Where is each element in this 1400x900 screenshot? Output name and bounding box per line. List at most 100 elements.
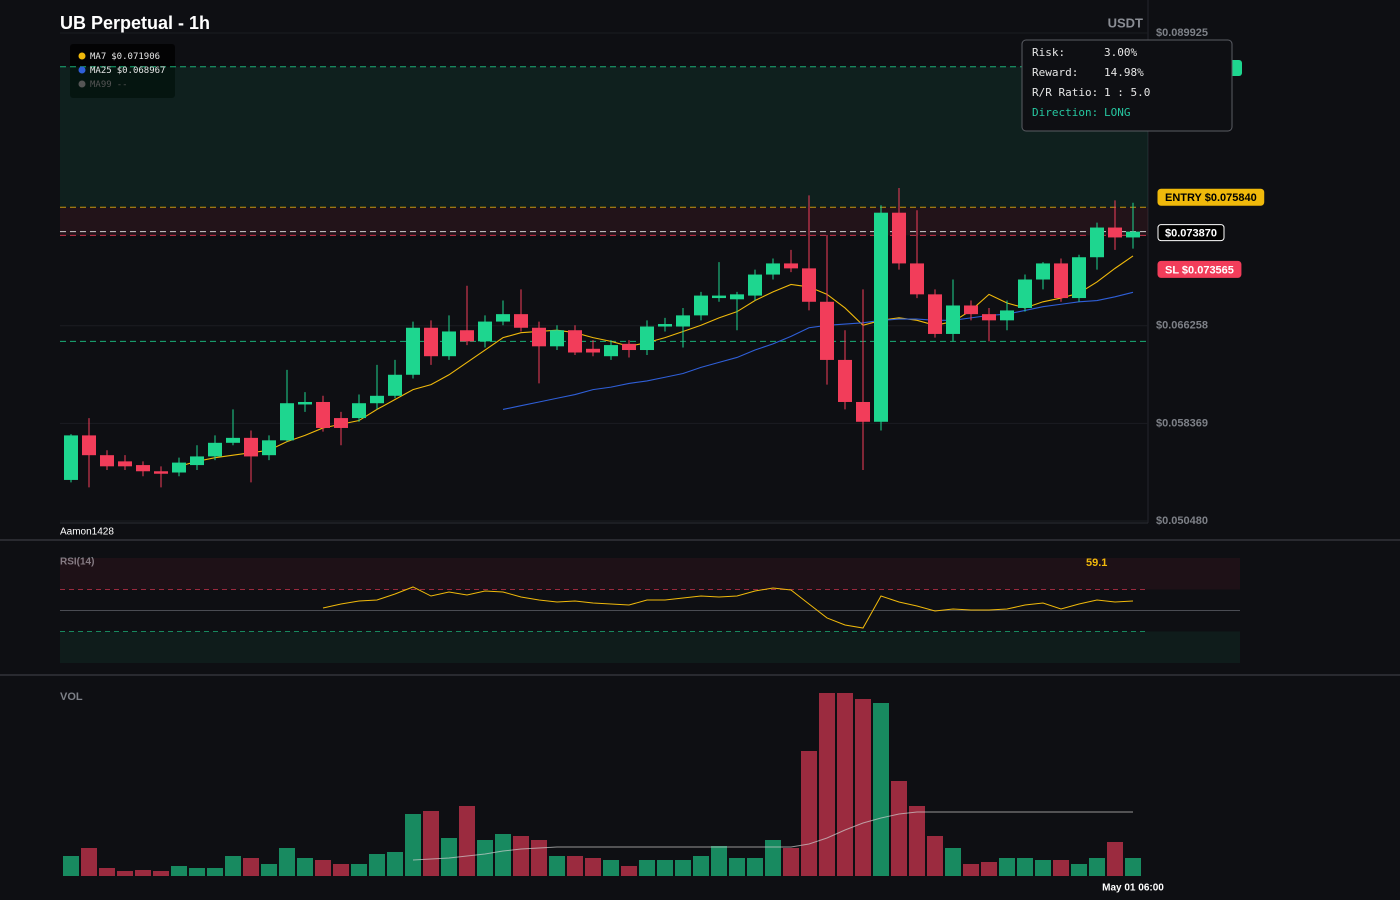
candle-body bbox=[838, 359, 852, 402]
volume-bar bbox=[765, 840, 781, 876]
candle-body bbox=[334, 418, 348, 428]
rsi-title: RSI(14) bbox=[60, 557, 94, 568]
legend-dot bbox=[78, 80, 86, 88]
volume-bar bbox=[747, 858, 763, 876]
candle-body bbox=[370, 395, 384, 404]
candle-body bbox=[550, 330, 564, 347]
volume-bar bbox=[225, 856, 241, 876]
candle-body bbox=[190, 456, 204, 466]
legend-value: -- bbox=[117, 80, 128, 90]
stop-loss-zone bbox=[60, 207, 1148, 236]
candle-body bbox=[532, 327, 546, 347]
candle-body bbox=[712, 295, 726, 299]
volume-bar bbox=[585, 858, 601, 876]
volume-bar bbox=[837, 693, 853, 876]
chart-title: UB Perpetual - 1h bbox=[60, 13, 210, 33]
ma-legend-box bbox=[70, 44, 175, 98]
volume-bar bbox=[603, 860, 619, 876]
candle-body bbox=[262, 440, 276, 456]
legend-dot bbox=[78, 52, 86, 60]
legend-entry: MA99 -- bbox=[90, 80, 128, 90]
candle-body bbox=[874, 212, 888, 422]
volume-bar bbox=[1089, 858, 1105, 876]
candle-body bbox=[226, 437, 240, 443]
candle-body bbox=[208, 442, 222, 457]
volume-bar bbox=[495, 834, 511, 876]
volume-ma-line bbox=[412, 811, 1133, 861]
volume-bar bbox=[675, 860, 691, 876]
volume-bar bbox=[981, 862, 997, 876]
volume-bar bbox=[135, 870, 151, 876]
take-profit-zone bbox=[60, 66, 1148, 208]
volume-bar bbox=[531, 840, 547, 876]
volume-bar bbox=[369, 854, 385, 876]
volume-bar bbox=[459, 806, 475, 876]
volume-bar bbox=[81, 848, 97, 876]
volume-bar bbox=[1125, 858, 1141, 876]
candle-body bbox=[172, 462, 186, 473]
price-tag bbox=[1157, 224, 1225, 242]
volume-bar bbox=[333, 864, 349, 876]
rsi-oversold-zone bbox=[60, 631, 1240, 663]
volume-bar bbox=[909, 806, 925, 876]
candle-body bbox=[460, 330, 474, 342]
candle-body bbox=[964, 305, 978, 315]
candle-body bbox=[1036, 263, 1050, 280]
candle-body bbox=[478, 321, 492, 342]
candle-body bbox=[316, 401, 330, 428]
tooltip-label: R/R Ratio: bbox=[1032, 86, 1098, 99]
volume-bar bbox=[693, 856, 709, 876]
price-tag-label: $0.073870 bbox=[1165, 228, 1217, 240]
volume-bar bbox=[477, 840, 493, 876]
candle-body bbox=[118, 461, 132, 467]
volume-bar bbox=[261, 864, 277, 876]
candle-body bbox=[568, 330, 582, 353]
candle-body bbox=[154, 471, 168, 474]
candle-body bbox=[658, 324, 672, 327]
candle-body bbox=[1072, 257, 1086, 299]
plot-layer: $0.050480 $0.058369 $0.066258 $0.089925 ENTR… bbox=[60, 27, 1265, 894]
overlay-layer: MA7 $0.071906 MA25 $0.068967 MA99 -- Risk: 3.00… bbox=[78, 39, 1233, 132]
candle-body bbox=[910, 263, 924, 295]
legend-dot bbox=[78, 66, 86, 74]
y-tick-label: $0.058369 bbox=[1156, 417, 1208, 429]
volume-bar bbox=[891, 781, 907, 876]
candle-body bbox=[928, 294, 942, 334]
rsi-overbought-zone bbox=[60, 558, 1240, 590]
legend-entry: MA25 $0.068967 bbox=[90, 66, 165, 76]
candle-body bbox=[298, 401, 312, 405]
tooltip-label: Reward: bbox=[1032, 66, 1078, 79]
price-tag-label: SL $0.073565 bbox=[1165, 264, 1234, 276]
legend-value: $0.068967 bbox=[117, 66, 166, 76]
volume-bar bbox=[1107, 842, 1123, 876]
candle-body bbox=[784, 263, 798, 269]
candle-body bbox=[442, 331, 456, 357]
volume-bar bbox=[441, 838, 457, 876]
volume-bar bbox=[351, 864, 367, 876]
volume-bar bbox=[63, 856, 79, 876]
candle-body bbox=[856, 401, 870, 422]
volume-bar bbox=[639, 860, 655, 876]
volume-bar bbox=[873, 703, 889, 876]
candle-body bbox=[352, 403, 366, 419]
candle-body bbox=[730, 294, 744, 300]
volume-bar bbox=[207, 868, 223, 876]
rsi-value-label: 59.1 bbox=[1086, 557, 1107, 569]
candle-body bbox=[280, 403, 294, 441]
candle-body bbox=[244, 437, 258, 457]
legend-name: MA99 bbox=[90, 80, 112, 90]
y-tick-label: $0.050480 bbox=[1156, 515, 1208, 527]
volume-bar bbox=[405, 814, 421, 876]
volume-title: VOL bbox=[60, 691, 83, 703]
candle-body bbox=[1054, 263, 1068, 299]
volume-bar bbox=[423, 811, 439, 876]
candle-body bbox=[100, 455, 114, 467]
volume-bar bbox=[945, 848, 961, 876]
candle-body bbox=[136, 465, 150, 472]
price-tag bbox=[1157, 260, 1242, 278]
volume-bar bbox=[513, 836, 529, 876]
y-tick-label: $0.066258 bbox=[1156, 320, 1208, 332]
candle-body bbox=[496, 314, 510, 322]
y-tick-label: $0.089925 bbox=[1156, 27, 1208, 39]
